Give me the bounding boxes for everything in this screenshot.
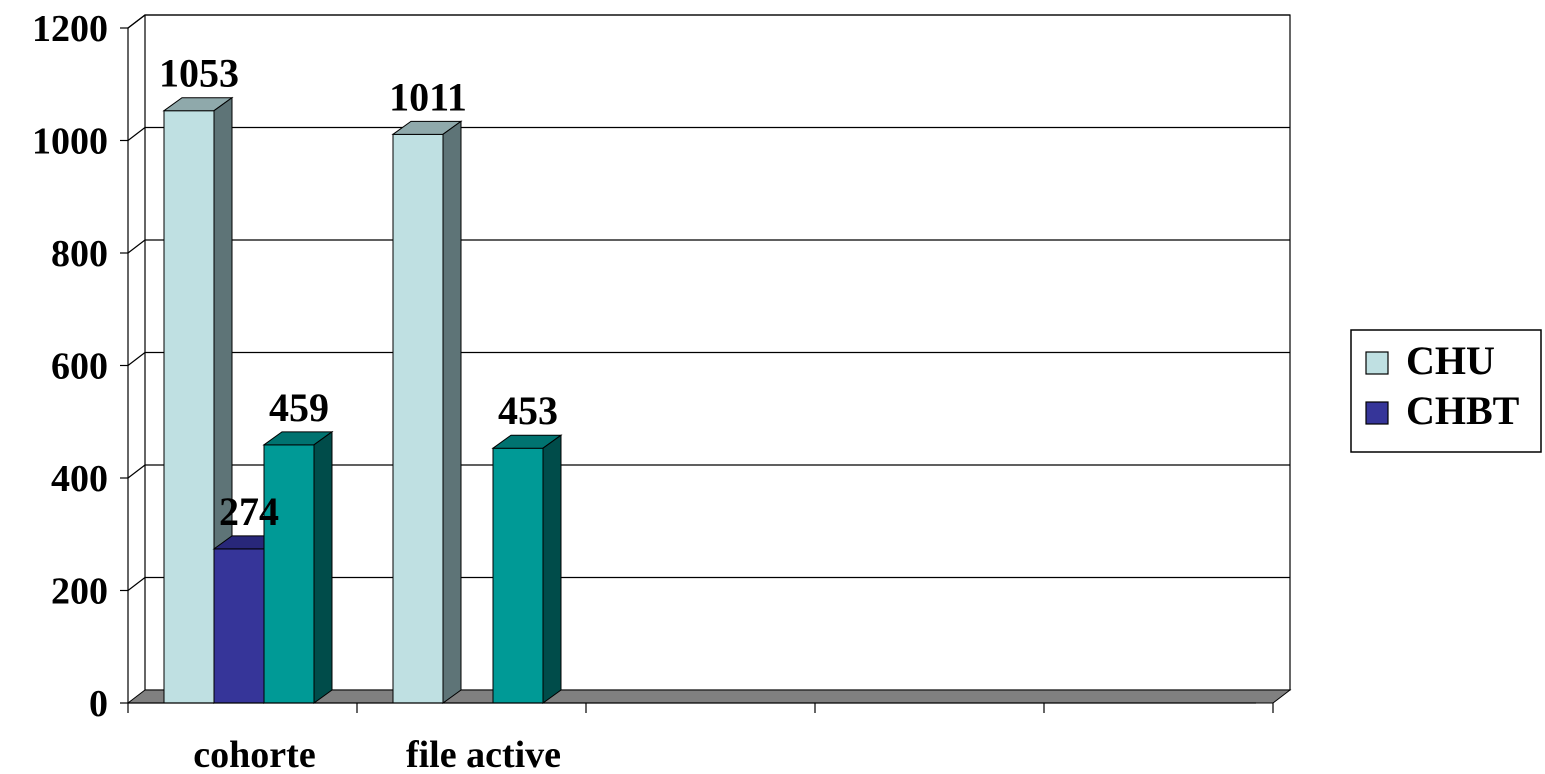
legend-swatch xyxy=(1365,351,1389,375)
legend-box xyxy=(1350,329,1542,453)
y-tick-label: 600 xyxy=(51,346,108,388)
bar-front xyxy=(492,447,544,704)
y-tick-label: 1000 xyxy=(32,121,108,163)
data-label: 1011 xyxy=(389,74,467,119)
y-tick-label: 400 xyxy=(51,458,108,500)
data-label: 274 xyxy=(219,489,279,534)
bar-front xyxy=(392,133,444,704)
gridlines xyxy=(127,14,1290,591)
bars xyxy=(162,96,563,704)
bar xyxy=(262,430,334,704)
bar-side xyxy=(542,434,562,704)
bar-front xyxy=(213,548,265,704)
bar-side xyxy=(442,120,462,704)
y-axis: 0 200 400 600 800 1000 1200 xyxy=(32,8,128,725)
data-label: 1053 xyxy=(159,51,239,96)
y-tick-label: 800 xyxy=(51,233,108,275)
bar-front xyxy=(263,444,315,704)
gridline-side xyxy=(127,14,146,29)
y-tick-label: 200 xyxy=(51,571,108,613)
x-axis: cohorte file active xyxy=(127,702,1274,774)
legend-label: CHU xyxy=(1406,338,1495,383)
gridline-side xyxy=(127,239,146,254)
x-tick-label: file active xyxy=(406,734,561,774)
data-label: 453 xyxy=(498,388,558,433)
legend-label: CHBT xyxy=(1406,388,1520,433)
data-labels: 1053 1011 274 459 453 xyxy=(159,51,558,534)
gridline-side xyxy=(127,127,146,141)
bar xyxy=(491,434,563,704)
gridline-side xyxy=(127,464,146,479)
data-label: 459 xyxy=(269,385,329,430)
bar xyxy=(391,120,463,704)
bar-front xyxy=(163,110,215,704)
legend-swatch xyxy=(1365,401,1389,425)
gridline-side xyxy=(127,577,146,591)
y-tick-label: 1200 xyxy=(32,8,108,50)
y-tick-label: 0 xyxy=(89,683,108,725)
bar-side xyxy=(313,430,333,704)
x-tick-label: cohorte xyxy=(193,734,315,774)
legend: CHU CHBT xyxy=(1350,329,1542,453)
gridline-side xyxy=(127,352,146,366)
